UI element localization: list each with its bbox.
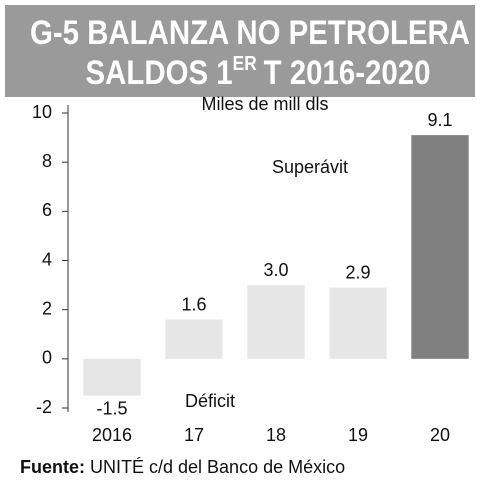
title-part: SALDOS 1 [86,54,233,92]
title-box [5,5,475,97]
value-label: 2.9 [345,262,370,282]
x-tick-label: 18 [266,425,286,445]
title-superscript: ER [233,53,258,75]
value-label: -1.5 [96,398,127,418]
x-tick-label: 20 [430,425,450,445]
y-tick-label: 10 [32,102,52,122]
value-label: 1.6 [181,294,206,314]
source-label: Fuente: [20,457,85,477]
bar [247,285,305,359]
y-tick-label: 4 [42,249,52,269]
y-tick-label: 0 [42,348,52,368]
annotation: Déficit [185,391,235,411]
y-axis-label: Miles de mill dls [201,94,328,114]
y-tick-label: -2 [36,397,52,417]
value-label: 9.1 [427,110,452,130]
source-text: UNITÉ c/d del Banco de México [90,457,345,477]
y-tick-label: 2 [42,298,52,318]
chart-title: G-5 BALANZA NO PETROLERA [30,14,470,52]
y-tick-label: 8 [42,151,52,171]
value-label: 3.0 [263,260,288,280]
x-tick-label: 17 [184,425,204,445]
bar [165,319,223,359]
bar [83,358,141,396]
title-part: T 2016-2020 [264,54,431,92]
y-tick-label: 6 [42,200,52,220]
annotation: Superávit [272,157,348,177]
source: Fuente: UNITÉ c/d del Banco de México [20,457,345,477]
bar [329,287,387,359]
x-tick-label: 2016 [92,425,132,445]
chart-title: SALDOS 1ER T 2016-2020 [86,53,431,92]
bar [411,135,469,359]
x-tick-label: 19 [348,425,368,445]
